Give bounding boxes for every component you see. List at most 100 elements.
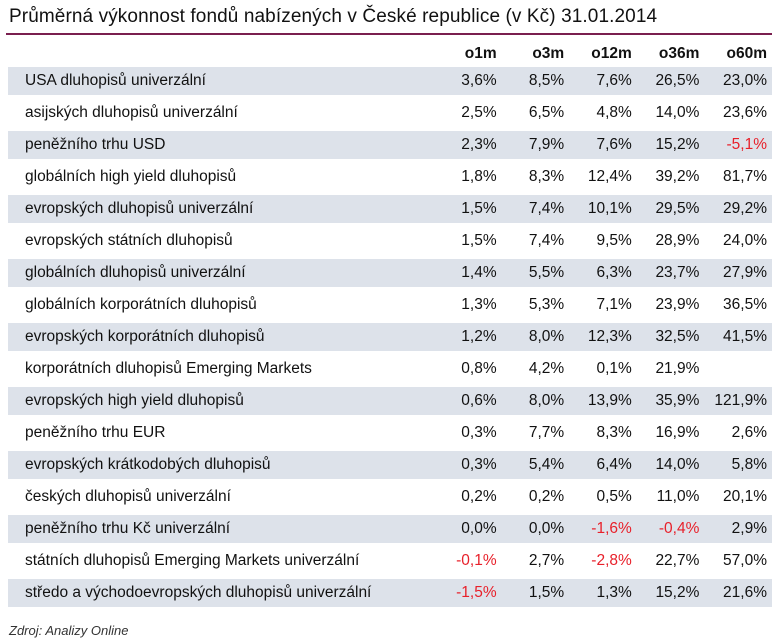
fund-name-cell: evropských krátkodobých dluhopisů	[8, 451, 435, 483]
fund-name-cell: evropských státních dluhopisů	[8, 227, 435, 259]
value-cell-o36m: 32,5%	[636, 323, 705, 355]
value-cell-o60m: 2,9%	[704, 515, 772, 547]
fund-name-cell: evropských korporátních dluhopisů	[8, 323, 435, 355]
value-cell-o12m: 6,4%	[569, 451, 637, 483]
value-cell-o3m: 5,4%	[501, 451, 570, 483]
fund-name-cell: středo a východoevropských dluhopisů uni…	[8, 579, 435, 611]
value-cell-o12m: 7,6%	[569, 131, 637, 163]
fund-name-cell: globálních high yield dluhopisů	[8, 163, 435, 195]
value-cell-o60m: 24,0%	[704, 227, 772, 259]
value-cell-o1m: 2,3%	[434, 131, 502, 163]
header-o1m: o1m	[464, 44, 497, 62]
fund-name-cell: USA dluhopisů univerzální	[8, 67, 435, 99]
fund-name-cell: korporátních dluhopisů Emerging Markets	[8, 355, 435, 387]
header-o12m: o12m	[591, 44, 632, 62]
value-cell-o36m: 26,5%	[636, 67, 705, 99]
value-cell-o3m: 5,3%	[501, 291, 570, 323]
table-row: českých dluhopisů univerzální 0,2% 0,2% 0,5…	[8, 483, 772, 515]
value-cell-o1m: 0,3%	[434, 451, 502, 483]
value-cell-o36m: 28,9%	[636, 227, 705, 259]
value-cell-o60m: 57,0%	[704, 547, 772, 579]
value-cell-o3m: 7,9%	[501, 131, 570, 163]
value-cell-o12m: 1,3%	[569, 579, 637, 611]
value-cell-o3m: 7,7%	[501, 419, 570, 451]
value-cell-o1m: 1,5%	[434, 227, 502, 259]
table-row: USA dluhopisů univerzální 3,6% 8,5% 7,6% 26,…	[8, 67, 772, 99]
page-title: Průměrná výkonnost fondů nabízených v Če…	[9, 6, 658, 27]
value-cell-o12m: 0,5%	[569, 483, 637, 515]
value-cell-o3m: 0,2%	[501, 483, 570, 515]
value-cell-o3m: 0,0%	[501, 515, 570, 547]
value-cell-o60m: 5,8%	[704, 451, 772, 483]
value-cell-o3m: 4,2%	[501, 355, 570, 387]
fund-performance-table: o1m o3m o12m o36m o60m USA dluhopisů uni…	[8, 40, 772, 611]
value-cell-o36m: 11,0%	[636, 483, 705, 515]
value-cell-o60m: 27,9%	[704, 259, 772, 291]
value-cell-o60m: 21,6%	[704, 579, 772, 611]
value-cell-o1m: 3,6%	[434, 67, 502, 99]
header-o36m: o36m	[658, 44, 700, 62]
value-cell-o60m: 23,0%	[704, 67, 772, 99]
value-cell-o36m: 23,7%	[636, 259, 705, 291]
header-o60m: o60m	[726, 44, 768, 62]
value-cell-o36m: 21,9%	[636, 355, 705, 387]
fund-name-cell: asijských dluhopisů univerzální	[8, 99, 435, 131]
value-cell-o1m: 0,8%	[434, 355, 502, 387]
value-cell-o12m: 7,6%	[569, 67, 637, 99]
value-cell-o1m: 1,8%	[434, 163, 502, 195]
table-row: evropských high yield dluhopisů 0,6% 8,0% 1…	[8, 387, 772, 419]
value-cell-o3m: 8,5%	[501, 67, 570, 99]
value-cell-o36m: 39,2%	[636, 163, 705, 195]
value-cell-o1m: -0,1%	[434, 547, 502, 579]
value-cell-o60m: 2,6%	[704, 419, 772, 451]
value-cell-o36m: 16,9%	[636, 419, 705, 451]
value-cell-o36m: 15,2%	[636, 579, 705, 611]
table-row: globálních high yield dluhopisů 1,8% 8,3% 1…	[8, 163, 772, 195]
value-cell-o60m: 121,9%	[704, 387, 772, 419]
fund-name-cell: peněžního trhu EUR	[8, 419, 435, 451]
value-cell-o60m: -5,1%	[704, 131, 772, 163]
value-cell-o1m: 0,0%	[434, 515, 502, 547]
value-cell-o36m: 29,5%	[636, 195, 705, 227]
value-cell-o12m: -2,8%	[569, 547, 637, 579]
value-cell-o60m: 81,7%	[704, 163, 772, 195]
fund-name-cell: peněžního trhu USD	[8, 131, 435, 163]
fund-name-cell: globálních dluhopisů univerzální	[8, 259, 435, 291]
fund-name-cell: českých dluhopisů univerzální	[8, 483, 435, 515]
value-cell-o12m: -1,6%	[569, 515, 637, 547]
table-row: státních dluhopisů Emerging Markets univ…	[8, 547, 772, 579]
value-cell-o36m: 23,9%	[636, 291, 705, 323]
value-cell-o60m	[704, 355, 772, 387]
table-row: evropských státních dluhopisů 1,5% 7,4% 9,5…	[8, 227, 772, 259]
value-cell-o60m: 20,1%	[704, 483, 772, 515]
value-cell-o36m: 35,9%	[636, 387, 705, 419]
table-row: peněžního trhu EUR 0,3% 7,7% 8,3% 16,9% 2,6%	[8, 419, 772, 451]
value-cell-o1m: 1,2%	[434, 323, 502, 355]
value-cell-o12m: 10,1%	[569, 195, 637, 227]
value-cell-o3m: 5,5%	[501, 259, 570, 291]
table-row: peněžního trhu USD 2,3% 7,9% 7,6% 15,2% -5,1%	[8, 131, 772, 163]
value-cell-o12m: 9,5%	[569, 227, 637, 259]
fund-name-cell: evropských dluhopisů univerzální	[8, 195, 435, 227]
value-cell-o3m: 6,5%	[501, 99, 570, 131]
value-cell-o36m: 14,0%	[636, 451, 705, 483]
value-cell-o1m: 1,4%	[434, 259, 502, 291]
value-cell-o12m: 13,9%	[569, 387, 637, 419]
value-cell-o60m: 29,2%	[704, 195, 772, 227]
table-row: korporátních dluhopisů Emerging Markets 0…	[8, 355, 772, 387]
value-cell-o36m: 15,2%	[636, 131, 705, 163]
value-cell-o12m: 7,1%	[569, 291, 637, 323]
value-cell-o3m: 2,7%	[501, 547, 570, 579]
value-cell-o12m: 4,8%	[569, 99, 637, 131]
value-cell-o1m: 0,3%	[434, 419, 502, 451]
value-cell-o3m: 8,3%	[501, 163, 570, 195]
table-row: středo a východoevropských dluhopisů uni…	[8, 579, 772, 611]
fund-name-cell: peněžního trhu Kč univerzální	[8, 515, 435, 547]
table-row: peněžního trhu Kč univerzální 0,0% 0,0% -1,…	[8, 515, 772, 547]
value-cell-o60m: 23,6%	[704, 99, 772, 131]
value-cell-o36m: -0,4%	[636, 515, 705, 547]
value-cell-o12m: 0,1%	[569, 355, 637, 387]
value-cell-o1m: 1,3%	[434, 291, 502, 323]
value-cell-o3m: 1,5%	[501, 579, 570, 611]
value-cell-o12m: 12,4%	[569, 163, 637, 195]
